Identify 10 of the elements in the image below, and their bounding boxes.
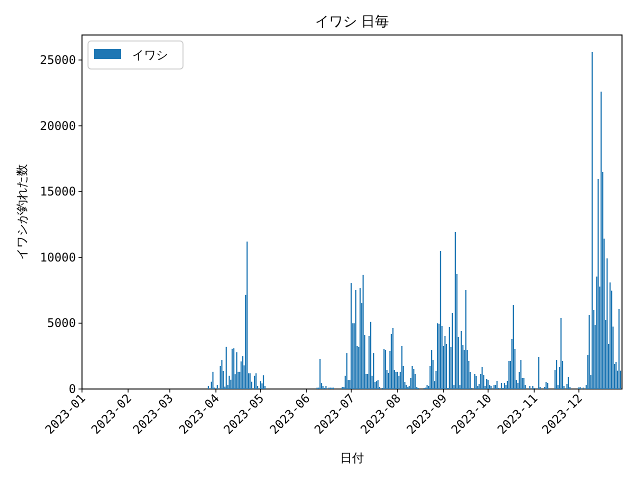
y-tick-label: 25000 xyxy=(40,53,76,68)
chart-title: イワシ 日毎 xyxy=(314,14,390,30)
y-tick-label: 20000 xyxy=(40,118,76,133)
y-tick-label: 0 xyxy=(68,382,76,396)
y-tick-label: 15000 xyxy=(40,184,76,199)
y-axis-title: イワシが釣れた数 xyxy=(15,164,29,260)
y-tick-label: 10000 xyxy=(40,250,76,264)
legend-label: イワシ xyxy=(132,48,168,62)
y-tick-label: 5000 xyxy=(47,316,76,330)
x-axis-title: 日付 xyxy=(340,451,364,465)
